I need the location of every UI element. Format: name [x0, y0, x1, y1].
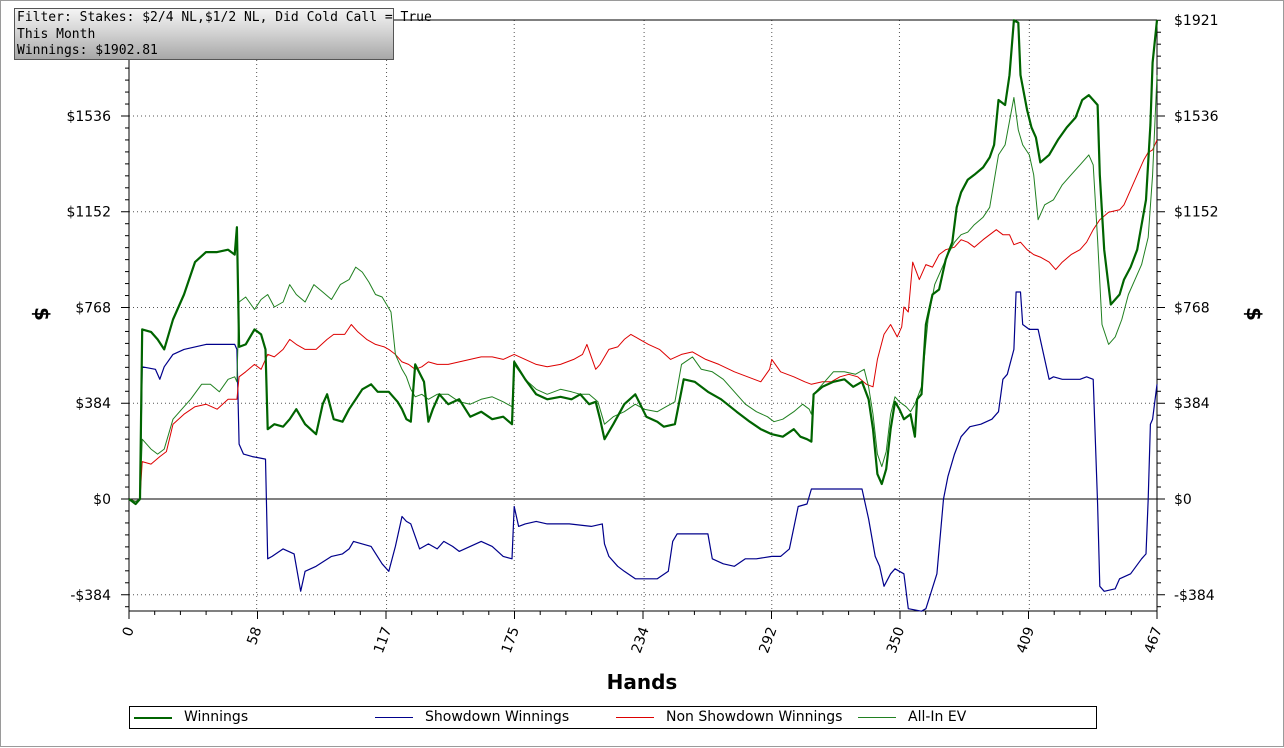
all-in-ev-line — [128, 75, 1158, 502]
period-text: This Month — [17, 26, 96, 42]
legend-label: Non Showdown Winnings — [666, 709, 843, 725]
y-tick-label-left: -$384 — [70, 588, 111, 604]
legend: Winnings Showdown Winnings Non Showdown … — [129, 706, 1097, 729]
y-axis-title-left: $ — [30, 307, 54, 321]
x-tick-label: 234 — [629, 625, 653, 656]
y-tick-label-right: -$384 — [1174, 588, 1215, 604]
legend-label: Winnings — [184, 709, 249, 725]
y-tick-label-right: $1152 — [1174, 205, 1219, 221]
x-tick-label: 175 — [499, 625, 523, 656]
y-tick-label-left: $1152 — [66, 205, 111, 221]
y-tick-label-left: $1536 — [66, 109, 111, 125]
x-tick-label: 0 — [120, 625, 138, 639]
x-tick-label: 292 — [756, 625, 780, 656]
y-tick-label-right: $384 — [1174, 396, 1210, 412]
winnings-line — [128, 19, 1159, 506]
y-tick-label-right: $1536 — [1174, 109, 1219, 125]
y-tick-label-left: $384 — [75, 396, 111, 412]
x-tick-label: 58 — [244, 625, 265, 647]
y-tick-label-left: $768 — [75, 300, 111, 316]
y-tick-label-right: $1921 — [1174, 13, 1219, 29]
x-axis-title: Hands — [607, 670, 678, 694]
legend-label: Showdown Winnings — [425, 709, 570, 725]
x-tick-label: 117 — [371, 625, 395, 656]
x-tick-label: 467 — [1142, 625, 1166, 656]
y-tick-label-right: $768 — [1174, 300, 1210, 316]
series-lines — [128, 19, 1159, 612]
showdown-winnings-line — [128, 291, 1158, 612]
y-axis-title-right: $ — [1242, 307, 1266, 321]
filter-text: Filter: Stakes: $2/4 NL,$1/2 NL, Did Col… — [17, 10, 432, 25]
filter-info-box: Filter: Stakes: $2/4 NL,$1/2 NL, Did Col… — [14, 8, 432, 60]
legend-swatch-non-showdown — [616, 717, 654, 718]
x-tick-label: 409 — [1014, 625, 1038, 656]
legend-label: All-In EV — [908, 709, 967, 725]
winnings-total-text: Winnings: $1902.81 — [17, 43, 158, 58]
non-showdown-winnings-line — [128, 139, 1158, 502]
x-tick-label: 350 — [884, 625, 908, 656]
y-tick-label-right: $0 — [1174, 492, 1192, 508]
y-tick-label-left: $0 — [93, 492, 111, 508]
legend-swatch-all-in-ev — [858, 717, 896, 718]
legend-swatch-winnings — [134, 717, 172, 719]
axes — [121, 19, 1165, 619]
grid-lines — [129, 20, 1157, 611]
legend-swatch-showdown — [375, 717, 413, 718]
